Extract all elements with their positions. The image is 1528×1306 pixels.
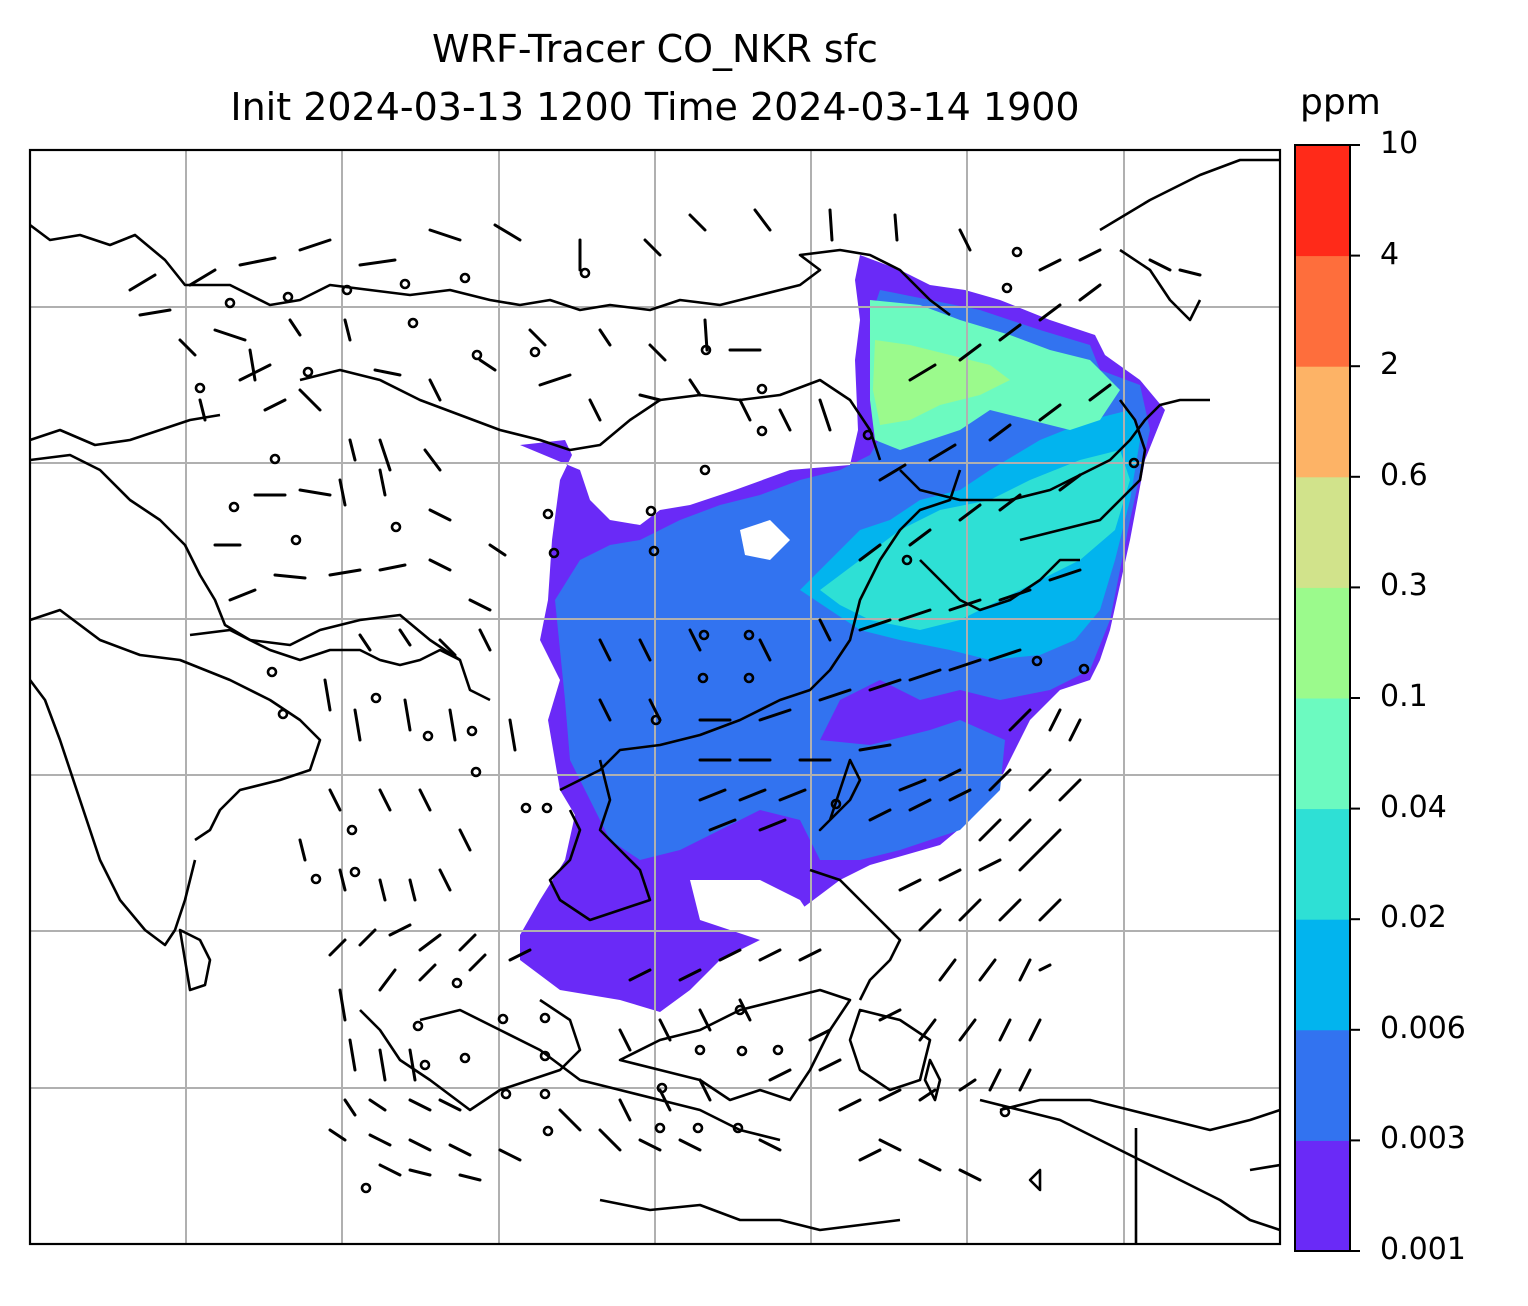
colorbar-tick-label: 2 <box>1380 347 1400 383</box>
plume-high <box>820 450 1130 630</box>
gridlines <box>30 150 1280 1244</box>
colorbar-segment <box>1295 698 1350 810</box>
colorbar-tick-label: 0.3 <box>1380 568 1428 604</box>
map-subtitle: Init 2024-03-13 1200 Time 2024-03-14 190… <box>230 85 1080 129</box>
colorbar-segment <box>1295 587 1350 699</box>
colorbar-segment <box>1295 919 1350 1031</box>
colorbar-segment <box>1295 808 1350 920</box>
colorbar-segment <box>1295 145 1350 257</box>
colorbar-segment <box>1295 255 1350 367</box>
calm-circles <box>194 246 1140 1194</box>
colorbar-segment <box>1295 1140 1350 1252</box>
colorbar-tick-label: 0.02 <box>1380 900 1447 936</box>
map-title: WRF-Tracer CO_NKR sfc <box>432 27 878 71</box>
colorbar-unit: ppm <box>1300 82 1381 123</box>
colorbar-tick-label: 0.003 <box>1380 1121 1466 1157</box>
plume-peak <box>873 340 1010 425</box>
colorbar-tick-label: 0.6 <box>1380 457 1428 493</box>
colorbar-tick-label: 0.006 <box>1380 1010 1466 1046</box>
colorbar-tick-label: 4 <box>1380 236 1400 272</box>
colorbar-segment <box>1295 1029 1350 1141</box>
colorbar-segment <box>1295 366 1350 478</box>
colorbar-tick-label: 0.04 <box>1380 789 1447 825</box>
colorbar-tick-label: 0.1 <box>1380 679 1428 714</box>
wind-barbs <box>128 208 1202 1182</box>
tracer-plume <box>520 255 1165 1012</box>
colorbar-segment <box>1295 476 1350 588</box>
map-area <box>30 150 1280 1244</box>
colorbar <box>1294 144 1360 1252</box>
coastlines <box>30 158 1280 1244</box>
colorbar-tick-label: 10 <box>1380 126 1419 161</box>
colorbar-tick-label: 0.001 <box>1380 1232 1466 1267</box>
map-frame <box>28 148 1282 1246</box>
